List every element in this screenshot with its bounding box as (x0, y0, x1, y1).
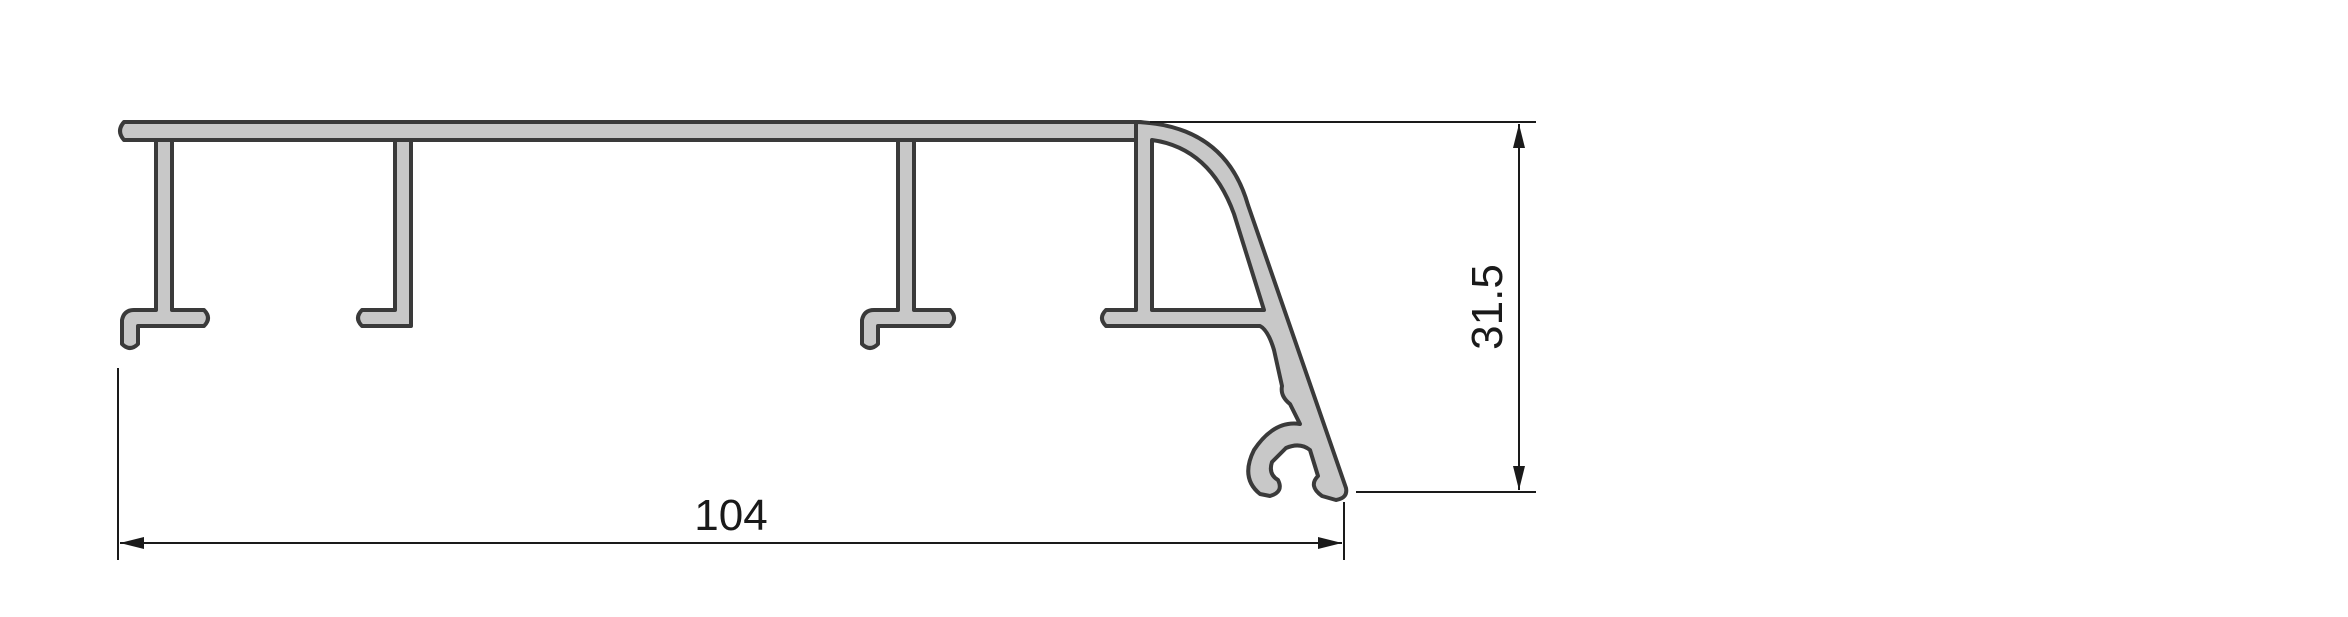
width-arrow-right (1318, 537, 1342, 549)
height-arrow-top (1513, 124, 1525, 148)
extrusion-profile (118, 120, 1349, 502)
height-dimension: 31.5 (1463, 124, 1525, 490)
leg-1 (120, 138, 210, 350)
width-arrow-left (120, 537, 144, 549)
width-dimension-label: 104 (694, 491, 767, 540)
height-arrow-bottom (1513, 466, 1525, 490)
leg-3 (860, 138, 956, 350)
width-dimension: 104 (120, 491, 1342, 549)
extension-lines (117, 121, 1536, 560)
top-flange (118, 120, 1152, 142)
height-dimension-label: 31.5 (1463, 264, 1512, 350)
curved-nose-chamber (1100, 120, 1349, 502)
leg-2 (356, 138, 413, 328)
